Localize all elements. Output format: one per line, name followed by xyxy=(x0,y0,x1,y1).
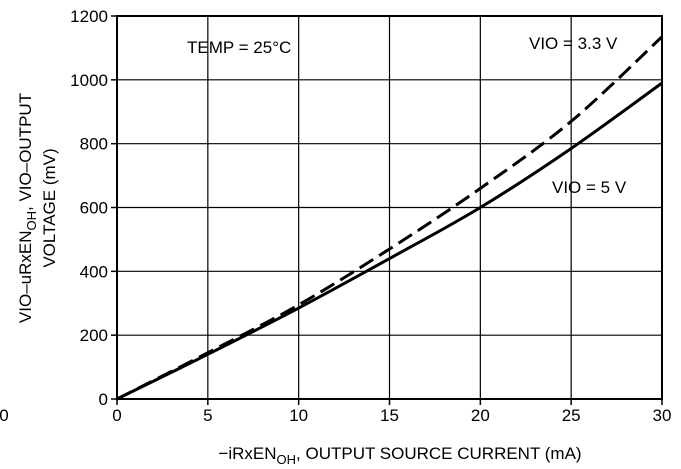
ticks xyxy=(111,15,663,405)
x-tick-label: 20 xyxy=(471,406,490,425)
y-tick-label: 0 xyxy=(99,390,108,409)
x-tick-label: 0 xyxy=(112,406,121,425)
series-lines xyxy=(116,35,664,401)
y-tick-label: 1200 xyxy=(70,7,108,26)
y-axis-label-line2: VOLTAGE (mV) xyxy=(40,148,59,267)
y-axis-label-line1: VIO–uRxENOH, VIO–OUTPUT xyxy=(16,93,39,323)
annotation-temp: TEMP = 25°C xyxy=(187,38,291,57)
y-tick-label: 1000 xyxy=(70,71,108,90)
annotation-vio-3v3: VIO = 3.3 V xyxy=(529,34,618,53)
x-tick-label: 10 xyxy=(289,406,308,425)
y-tick-label: 600 xyxy=(80,199,108,218)
grid-lines xyxy=(116,15,663,400)
y-tick-labels: 0 200 400 600 800 1000 1200 xyxy=(70,7,108,409)
x-tick-label: 30 xyxy=(653,406,672,425)
x-tick-labels: 0 5 10 15 20 25 30 xyxy=(112,406,671,425)
series-line-vio-5v xyxy=(116,81,663,401)
x-tick-label: 15 xyxy=(380,406,399,425)
annotation-vio-5v: VIO = 5 V xyxy=(552,178,627,197)
y-tick-label: 200 xyxy=(80,326,108,345)
x-tick-label: 25 xyxy=(562,406,581,425)
x-tick-label: 5 xyxy=(203,406,212,425)
y-tick-label: 800 xyxy=(80,135,108,154)
x-axis-label: −iRxENOH, OUTPUT SOURCE CURRENT (mA) xyxy=(218,444,581,467)
stray-tick-label: 0 xyxy=(0,406,9,425)
y-tick-label: 400 xyxy=(80,262,108,281)
